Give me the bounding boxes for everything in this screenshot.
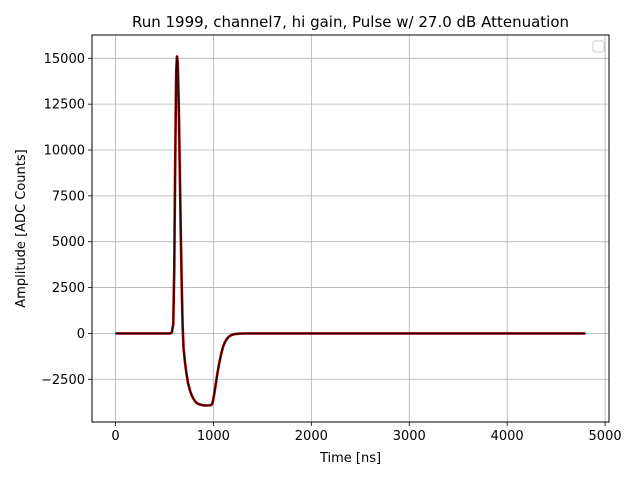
y-tick-label: 15000: [44, 52, 85, 67]
chart-title: Run 1999, channel7, hi gain, Pulse w/ 27…: [132, 13, 569, 31]
legend-box: [592, 40, 605, 53]
x-tick-label: 0: [111, 429, 119, 444]
y-tick-label: 12500: [44, 98, 85, 113]
y-tick-label: 10000: [44, 143, 85, 158]
y-tick-label: 7500: [52, 189, 85, 204]
grid-lines: [92, 35, 609, 422]
y-tick-label: 2500: [52, 281, 85, 296]
y-tick-label: −2500: [41, 373, 85, 388]
y-axis-label: Amplitude [ADC Counts]: [14, 149, 29, 307]
x-tick-label: 2000: [295, 429, 328, 444]
x-tick-label: 3000: [393, 429, 426, 444]
x-tick-label: 1000: [197, 429, 230, 444]
pulse-series-line: [115, 55, 586, 407]
pulse-series-core: [115, 56, 586, 406]
y-tick-label: 5000: [52, 235, 85, 250]
series-layer: [115, 55, 586, 407]
x-tick-label: 5000: [589, 429, 622, 444]
x-tick-label: 4000: [491, 429, 524, 444]
axis-ticks: 0 1000 2000 3000 4000 5000 −2500 0 2500 5000 7500 1…: [41, 52, 622, 444]
y-tick-label: 0: [77, 327, 85, 342]
x-axis-label: Time [ns]: [319, 451, 381, 466]
plot-area-frame: [91, 34, 610, 423]
